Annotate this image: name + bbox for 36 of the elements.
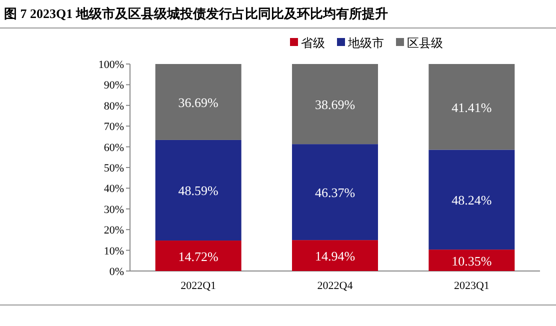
y-tick-label: 30%: [104, 204, 124, 216]
y-tick-label: 80%: [104, 100, 124, 112]
y-tick-label: 70%: [104, 121, 124, 134]
legend-label: 地级市: [347, 36, 384, 50]
data-label: 10.35%: [452, 253, 492, 268]
bar: [428, 250, 515, 271]
y-tick-label: 0%: [109, 266, 124, 278]
bar: [428, 64, 515, 150]
data-label: 46.37%: [314, 185, 356, 200]
data-label: 14.72%: [178, 248, 219, 264]
bar: [428, 150, 515, 250]
y-tick-label: 60%: [104, 142, 124, 154]
bar: [292, 240, 378, 271]
y-tick-label: 40%: [104, 183, 124, 196]
chart-title: 图 7 2023Q1 地级市及区县级城投债发行占比同比及环比均有所提升: [4, 6, 388, 21]
data-label: 41.41%: [452, 100, 492, 115]
bar: [155, 64, 242, 140]
data-label: 36.69%: [178, 94, 219, 110]
legend-label: 省级: [301, 36, 325, 50]
data-label: 14.94%: [314, 248, 356, 264]
legend-label: 区县级: [407, 36, 443, 50]
bar: [155, 240, 242, 271]
y-tick-label: 100%: [98, 59, 124, 71]
data-label: 38.69%: [314, 97, 356, 112]
y-tick-label: 20%: [104, 224, 124, 237]
y-tick-label: 50%: [104, 162, 124, 174]
x-tick-label: 2022Q1: [180, 280, 216, 292]
y-tick-label: 90%: [104, 80, 124, 92]
bar: [292, 64, 378, 144]
data-label: 48.24%: [452, 192, 492, 208]
bar: [155, 140, 242, 241]
bar: [292, 144, 378, 240]
x-tick-label: 2022Q4: [317, 280, 354, 292]
y-tick-label: 10%: [104, 245, 124, 258]
data-label: 48.59%: [178, 183, 219, 198]
x-tick-label: 2023Q1: [454, 280, 490, 292]
